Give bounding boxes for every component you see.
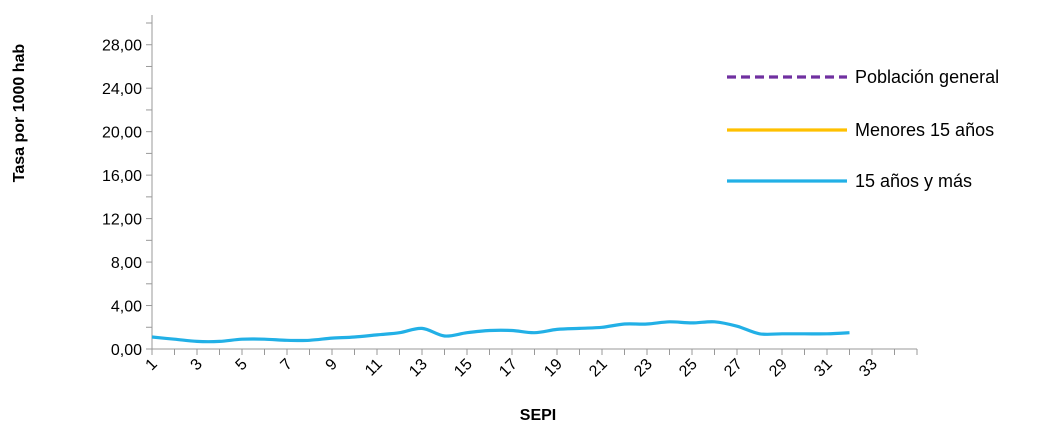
x-tick-label: 19 <box>541 356 566 381</box>
y-tick-label: 4,00 <box>111 299 142 316</box>
series-layer <box>151 320 850 344</box>
x-tick-label: 1 <box>143 356 161 374</box>
x-tick-label: 23 <box>631 356 656 381</box>
y-tick-label: 0,00 <box>111 342 142 359</box>
x-tick-label: 11 <box>362 356 386 380</box>
x-tick-label: 3 <box>188 356 206 374</box>
x-tick-label: 5 <box>233 356 251 374</box>
x-tick-label: 17 <box>496 356 521 381</box>
legend-label-2: 15 años y más <box>855 171 972 191</box>
y-axis-title: Tasa por 1000 hab <box>11 44 28 183</box>
x-tick-label: 9 <box>323 356 341 374</box>
x-tick-label: 31 <box>811 356 836 381</box>
x-tick-label: 29 <box>766 356 791 381</box>
legend: Población general Menores 15 años 15 años … <box>727 67 999 191</box>
y-tick-label: 16,00 <box>102 168 142 185</box>
x-tick-label: 15 <box>451 356 476 381</box>
x-tick-label: 33 <box>856 356 881 381</box>
x-tick-label: 21 <box>586 356 611 381</box>
legend-label-1: Menores 15 años <box>855 120 994 140</box>
y-tick-label: 28,00 <box>102 38 142 55</box>
x-tick-label: 25 <box>676 356 701 381</box>
y-tick-label: 20,00 <box>102 125 142 142</box>
x-tick-label: 27 <box>721 356 746 381</box>
y-tick-label: 12,00 <box>102 212 142 229</box>
y-tick-label: 24,00 <box>102 81 142 98</box>
x-tick-label: 7 <box>278 356 296 374</box>
series-line-2 <box>151 320 850 344</box>
axes <box>146 15 918 355</box>
x-axis-title: SEPI <box>520 407 556 424</box>
x-tick-label: 13 <box>406 356 431 381</box>
legend-label-0: Población general <box>855 67 999 87</box>
y-tick-label: 8,00 <box>111 255 142 272</box>
